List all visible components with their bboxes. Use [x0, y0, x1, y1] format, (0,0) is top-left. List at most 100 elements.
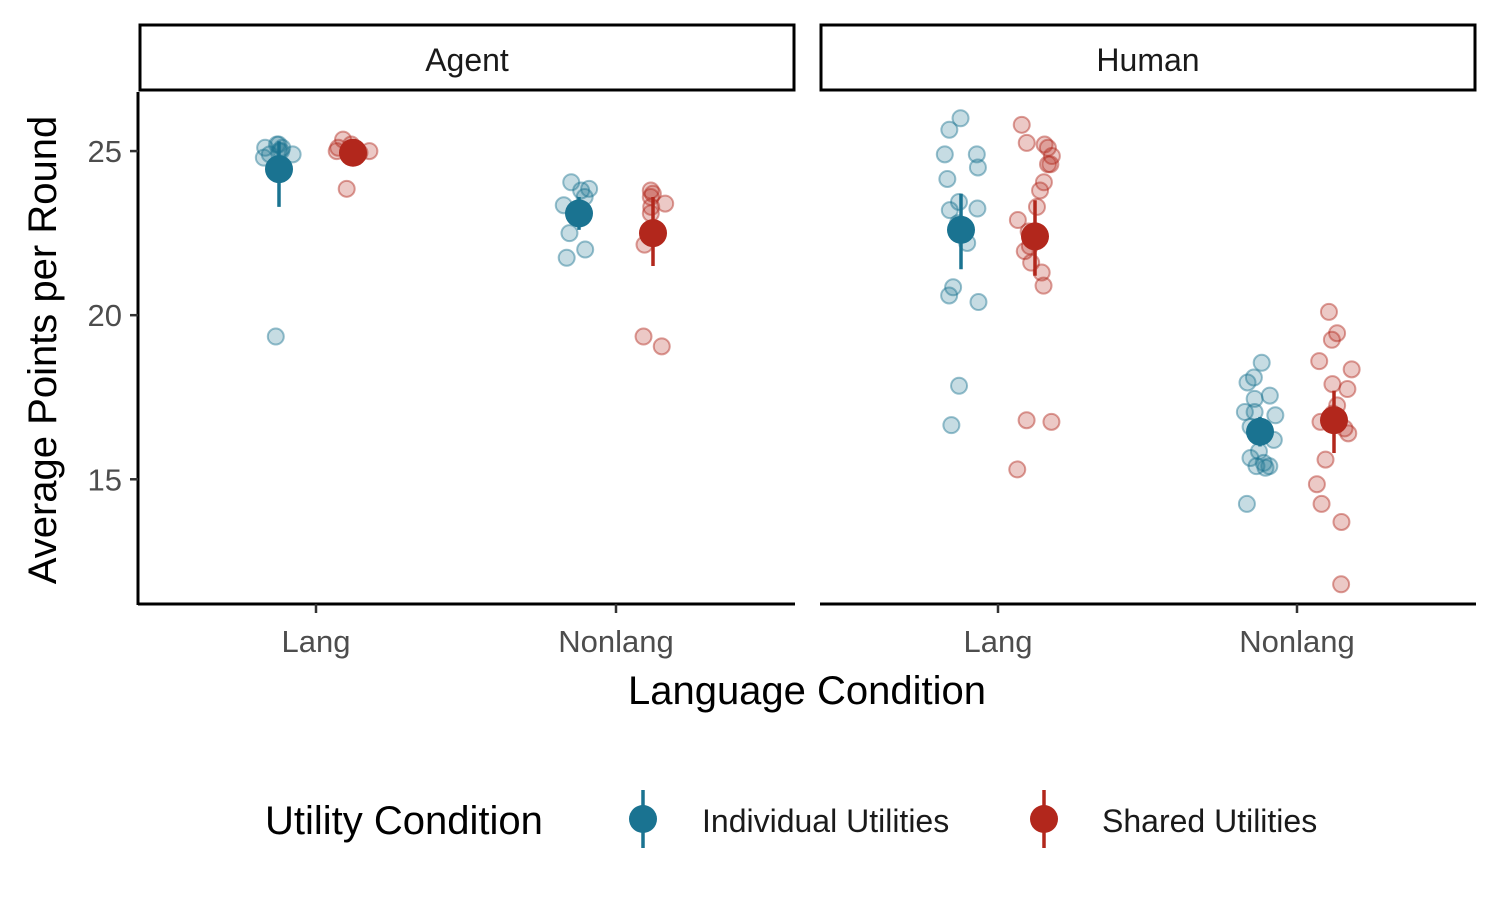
jitter-point: [938, 169, 957, 188]
jitter-point: [940, 120, 959, 139]
jitter-point: [266, 327, 285, 346]
facet-strip-box: [819, 23, 1477, 92]
x-tick-label: Nonlang: [1239, 624, 1354, 659]
mean-point: [1021, 222, 1049, 251]
jitter-point: [641, 181, 660, 200]
jitter-point: [1008, 211, 1027, 229]
facet-strip-label: Human: [1096, 42, 1199, 78]
jitter-point: [273, 138, 292, 157]
summary-points-layer: [265, 138, 1348, 454]
legend: Utility Condition Individual Utilities S…: [265, 790, 1317, 848]
x-tick-label: Nonlang: [558, 624, 673, 659]
jitter-point: [968, 158, 987, 177]
jitter-point: [1332, 512, 1351, 531]
jitter-point: [1038, 155, 1057, 174]
jitter-point: [560, 224, 579, 243]
legend-key-shared: [1030, 790, 1058, 848]
facet-strip-human: Human: [819, 23, 1477, 92]
jitter-point: [968, 199, 987, 218]
jitter-point: [634, 327, 653, 346]
jitter-point: [1266, 406, 1285, 425]
jitter-point: [1254, 453, 1273, 472]
legend-label-shared: Shared Utilities: [1102, 803, 1317, 839]
jitter-point: [1316, 450, 1335, 469]
jitter-point: [1338, 380, 1357, 399]
jitter-point: [557, 248, 576, 267]
jitter-point: [1027, 197, 1046, 216]
jitter-point: [1042, 147, 1061, 165]
jitter-point: [576, 240, 595, 259]
jitter-point: [1035, 135, 1054, 154]
jitter-point: [1042, 412, 1061, 431]
jitter-point: [1008, 460, 1027, 479]
x-axis-title: Language Condition: [628, 669, 986, 713]
jitter-point: [1307, 475, 1326, 494]
jitter-point: [1260, 386, 1279, 405]
y-tick-label: 15: [88, 462, 122, 497]
jitter-point: [1034, 276, 1053, 295]
jitter-point: [1017, 411, 1036, 430]
jitter-point: [572, 181, 591, 200]
x-axis-ticks: Lang Nonlang Lang Nonlang: [282, 604, 1355, 659]
jitter-point: [967, 145, 986, 164]
y-axis-title: Average Points per Round: [21, 116, 65, 584]
mean-point: [1320, 406, 1348, 435]
jitter-point: [940, 286, 959, 305]
mean-point: [947, 215, 975, 244]
jitter-point: [1342, 360, 1361, 379]
jitter-point: [969, 293, 988, 312]
jitter-point: [641, 204, 660, 223]
jitter-point: [1041, 155, 1060, 174]
legend-title: Utility Condition: [265, 799, 543, 843]
mean-point: [265, 155, 293, 184]
jitter-point: [1252, 353, 1271, 372]
jitter-point: [1038, 138, 1057, 157]
facet-strip-agent: Agent: [138, 23, 796, 92]
jitter-point: [935, 145, 954, 164]
legend-key-point: [629, 805, 657, 833]
jitter-point: [1260, 457, 1279, 476]
jitter-point: [1241, 448, 1260, 467]
jitter-point: [1235, 403, 1254, 421]
jitter-point: [1247, 457, 1266, 476]
facet-strip-label: Agent: [425, 42, 509, 78]
jitter-point: [944, 278, 963, 297]
jitter-point: [1256, 458, 1275, 477]
x-tick-label: Lang: [964, 624, 1033, 659]
jitter-point: [1031, 181, 1050, 200]
jitter-point: [1237, 494, 1256, 513]
jitter-point: [949, 192, 968, 211]
legend-label-individual: Individual Utilities: [702, 803, 949, 839]
jitter-point: [267, 135, 286, 154]
jitter-point: [656, 194, 675, 213]
jitter-point: [337, 179, 356, 198]
jitter-point: [1312, 494, 1331, 513]
jitter-point: [256, 138, 275, 157]
jitter-point: [1322, 330, 1341, 349]
jitter-point: [951, 109, 970, 128]
jitter-point: [1319, 302, 1338, 321]
jitter-point: [1012, 115, 1031, 134]
jitter-point: [1244, 368, 1263, 387]
jitter-point: [1034, 173, 1053, 192]
legend-key-individual: [629, 790, 657, 848]
x-tick-label: Lang: [282, 624, 351, 659]
jitter-point: [642, 197, 661, 216]
jitter-point: [562, 173, 581, 192]
mean-point: [565, 199, 593, 228]
jitter-point: [1328, 324, 1347, 343]
jitter-point: [641, 188, 660, 207]
y-tick-label: 20: [88, 298, 122, 333]
jitter-point: [940, 201, 959, 220]
jitter-point: [1310, 352, 1329, 371]
jitter-point: [942, 416, 961, 435]
jitter-point: [950, 376, 969, 395]
jitter-point: [1017, 133, 1036, 152]
jitter-point: [1332, 575, 1351, 594]
legend-key-point: [1030, 805, 1058, 833]
jitter-point: [580, 179, 599, 198]
y-axis-ticks: 15 20 25: [88, 134, 138, 497]
jitter-points-layer: [254, 109, 1361, 594]
mean-point: [1246, 417, 1274, 446]
